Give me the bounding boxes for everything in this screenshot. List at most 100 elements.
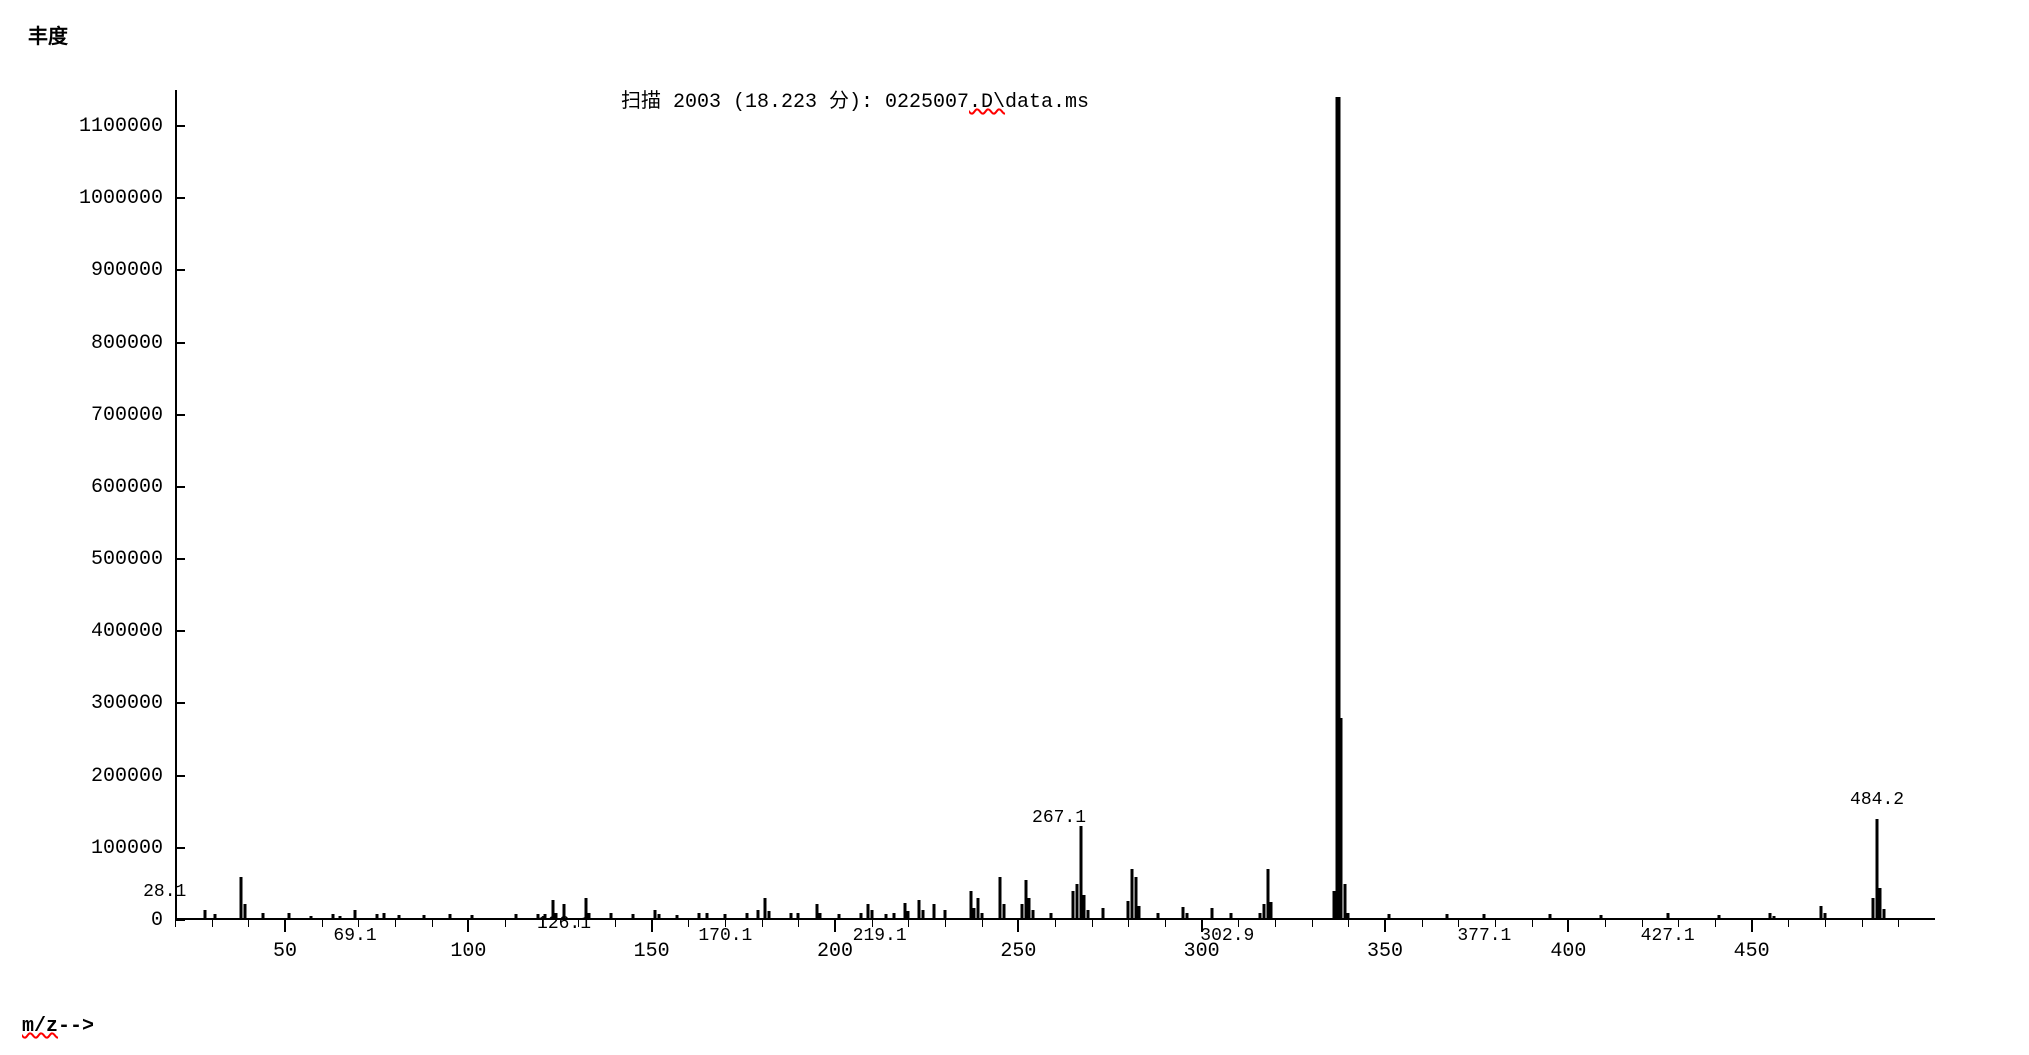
y-tick-mark: [175, 197, 185, 199]
spectrum-peak: [819, 913, 822, 920]
spectrum-peak: [262, 913, 265, 920]
x-tick-mark: [1017, 920, 1019, 932]
spectrum-peak: [837, 914, 840, 920]
spectrum-peak: [698, 913, 701, 920]
spectrum-peak: [1882, 909, 1885, 920]
spectrum-peak: [397, 915, 400, 920]
spectrum-peak: [757, 910, 760, 920]
mass-spectrum-figure: 丰度 m/z--> 扫描 2003 (18.223 分): 0225007.D\…: [0, 0, 2029, 1055]
x-tick-label: 50: [273, 940, 297, 963]
spectrum-peak: [331, 914, 334, 920]
spectrum-peak: [1186, 913, 1189, 920]
spectrum-peak: [944, 910, 947, 920]
spectrum-peak: [1002, 904, 1005, 920]
spectrum-peak: [933, 904, 936, 920]
y-tick-mark: [175, 269, 185, 271]
spectrum-peak: [859, 913, 862, 920]
y-tick-label: 1100000: [79, 115, 163, 138]
scan-title: 扫描 2003 (18.223 分): 0225007.D\data.ms: [621, 84, 1089, 114]
spectrum-peak: [1024, 880, 1027, 920]
x-minor-tick: [1788, 920, 1789, 927]
y-tick-label: 400000: [91, 620, 163, 643]
y-tick-mark: [175, 919, 185, 921]
spectrum-peak: [610, 913, 613, 920]
x-minor-tick: [248, 920, 249, 927]
spectrum-peak: [203, 910, 206, 920]
spectrum-peak: [287, 913, 290, 920]
peak-label: 219.1: [853, 926, 907, 946]
peak-label: 377.1: [1457, 926, 1511, 946]
spectrum-peak: [1772, 916, 1775, 920]
y-tick-label: 700000: [91, 404, 163, 427]
x-minor-tick: [175, 920, 176, 927]
spectrum-peak: [1266, 869, 1269, 920]
spectrum-peak: [768, 911, 771, 920]
spectrum-peak: [1083, 895, 1086, 920]
y-tick-label: 800000: [91, 332, 163, 355]
peak-label: 126.1: [537, 914, 591, 934]
y-axis-line: [175, 90, 177, 920]
peak-label: 484.2: [1850, 790, 1904, 810]
y-tick-label: 1000000: [79, 187, 163, 210]
spectrum-peak: [1230, 913, 1233, 920]
spectrum-peak: [1666, 913, 1669, 920]
x-minor-tick: [1605, 920, 1606, 927]
x-minor-tick: [1348, 920, 1349, 927]
y-tick-mark: [175, 558, 185, 560]
y-tick-label: 100000: [91, 837, 163, 860]
spectrum-peak: [797, 913, 800, 920]
spectrum-peak: [724, 914, 727, 920]
y-tick-mark: [175, 342, 185, 344]
y-tick-mark: [175, 486, 185, 488]
x-tick-mark: [834, 920, 836, 932]
spectrum-peak: [1717, 915, 1720, 920]
spectrum-peak: [973, 908, 976, 920]
x-axis-label: m/z-->: [22, 1015, 94, 1038]
spectrum-peak: [1270, 902, 1273, 920]
scan-title-a: 扫描 2003 (18.223 分): 0225007: [621, 91, 969, 114]
x-minor-tick: [1055, 920, 1056, 927]
x-tick-mark: [467, 920, 469, 932]
scan-title-wavy: .D\: [969, 91, 1005, 114]
y-tick-label: 200000: [91, 765, 163, 788]
spectrum-peak: [676, 915, 679, 920]
spectrum-peak: [1101, 908, 1104, 920]
spectrum-peak: [339, 916, 342, 920]
x-tick-label: 250: [1000, 940, 1036, 963]
scan-title-b: data.ms: [1005, 91, 1089, 114]
y-tick-label: 600000: [91, 476, 163, 499]
spectrum-peak: [705, 913, 708, 920]
x-axis-label-prefix: m/z: [22, 1015, 58, 1038]
spectrum-peak: [1343, 884, 1346, 920]
peak-label: 69.1: [333, 926, 376, 946]
spectrum-peak: [1127, 901, 1130, 920]
x-minor-tick: [1165, 920, 1166, 927]
spectrum-peak: [1263, 904, 1266, 920]
y-axis-label: 丰度: [28, 20, 68, 50]
spectrum-peak: [1131, 869, 1134, 920]
y-tick-mark: [175, 125, 185, 127]
x-minor-tick: [432, 920, 433, 927]
spectrum-peak: [969, 891, 972, 920]
spectrum-peak: [423, 915, 426, 920]
spectrum-peak: [1347, 913, 1350, 920]
x-tick-mark: [651, 920, 653, 932]
spectrum-peak: [1259, 913, 1262, 920]
spectrum-peak: [1021, 904, 1024, 920]
spectrum-peak: [1072, 891, 1075, 920]
spectrum-peak: [1769, 913, 1772, 920]
x-tick-mark: [284, 920, 286, 932]
x-minor-tick: [1862, 920, 1863, 927]
y-tick-label: 0: [151, 909, 163, 932]
spectrum-peak: [764, 898, 767, 920]
spectrum-peak: [1446, 914, 1449, 920]
x-minor-tick: [1898, 920, 1899, 927]
y-tick-mark: [175, 847, 185, 849]
plot-area: 扫描 2003 (18.223 分): 0225007.D\data.ms 01…: [175, 90, 1935, 920]
x-tick-label: 450: [1734, 940, 1770, 963]
spectrum-peak: [240, 877, 243, 920]
spectrum-peak: [1820, 906, 1823, 920]
spectrum-peak: [243, 904, 246, 920]
spectrum-peak: [449, 914, 452, 920]
y-tick-label: 300000: [91, 692, 163, 715]
